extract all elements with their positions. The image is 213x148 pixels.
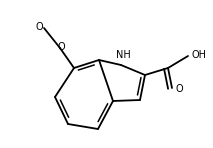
Text: O: O	[35, 22, 43, 32]
Text: OH: OH	[192, 50, 207, 60]
Text: O: O	[176, 84, 184, 94]
Text: O: O	[57, 42, 65, 52]
Text: NH: NH	[116, 50, 130, 60]
